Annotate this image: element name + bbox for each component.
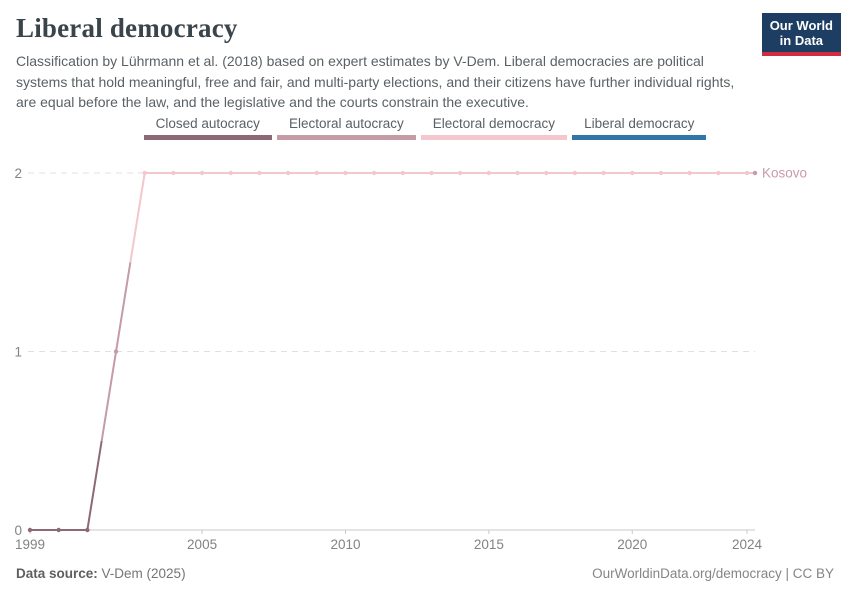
data-point[interactable] — [56, 527, 61, 533]
data-point[interactable] — [343, 170, 348, 176]
y-axis-label: 0 — [14, 523, 22, 538]
legend-item-electoral-autocracy[interactable]: Electoral autocracy — [276, 116, 416, 140]
chart-footer: Data source: V-Dem (2025) OurWorldinData… — [16, 566, 834, 581]
page-title: Liberal democracy — [16, 13, 238, 43]
data-point[interactable] — [400, 170, 406, 176]
data-source: Data source: V-Dem (2025) — [16, 566, 186, 581]
owid-logo[interactable]: Our World in Data — [761, 13, 841, 56]
data-point[interactable] — [171, 170, 176, 176]
data-point[interactable] — [429, 170, 434, 176]
legend-label: Electoral autocracy — [288, 116, 404, 131]
data-point[interactable] — [630, 170, 635, 176]
data-point[interactable] — [744, 170, 750, 176]
data-point[interactable] — [142, 170, 147, 176]
owid-logo-line1: Our World — [769, 18, 833, 33]
data-point[interactable] — [658, 170, 664, 176]
data-point[interactable] — [515, 170, 520, 176]
line-chart[interactable]: 0 1 2 1999 2005 2010 2015 2020 2024 Kosovo — [0, 145, 850, 565]
y-axis-label: 2 — [14, 166, 22, 181]
x-axis-label: 2015 — [474, 537, 504, 552]
legend-color-bar — [276, 135, 416, 140]
data-point[interactable] — [544, 170, 549, 176]
categorical-legend: Closed autocracy Electoral autocracy Ele… — [0, 116, 850, 140]
legend-item-liberal-democracy[interactable]: Liberal democracy — [572, 116, 707, 140]
data-point[interactable] — [486, 170, 492, 176]
data-point[interactable] — [285, 170, 291, 176]
x-axis-label: 2024 — [732, 537, 763, 552]
data-point[interactable] — [716, 170, 721, 176]
data-point[interactable] — [113, 349, 119, 354]
data-source-label: Data source: — [16, 566, 98, 581]
series-segment — [129, 172, 146, 263]
x-axis-label: 2020 — [617, 537, 647, 552]
data-point[interactable] — [228, 170, 233, 176]
data-point[interactable] — [601, 170, 606, 176]
legend-item-electoral-democracy[interactable]: Electoral democracy — [420, 116, 568, 140]
x-axis-label: 1999 — [15, 537, 45, 552]
legend-label: Electoral democracy — [432, 116, 556, 131]
data-point[interactable] — [314, 170, 319, 176]
series-segment — [100, 351, 118, 441]
series-end-dot — [752, 170, 758, 176]
data-point[interactable] — [27, 527, 33, 533]
owid-logo-line2: in Data — [779, 33, 824, 48]
x-axis-label: 2005 — [187, 537, 217, 552]
series-segment — [86, 440, 103, 531]
series-segment — [115, 262, 132, 352]
data-point[interactable] — [572, 170, 578, 176]
legend-label: Liberal democracy — [584, 116, 695, 131]
data-point[interactable] — [257, 170, 262, 176]
legend-item-closed-autocracy[interactable]: Closed autocracy — [143, 116, 272, 140]
legend-color-bar — [572, 135, 707, 140]
y-axis-label: 1 — [14, 345, 22, 360]
x-axis-label: 2010 — [330, 537, 360, 552]
data-point[interactable] — [687, 170, 692, 176]
series-label[interactable]: Kosovo — [762, 166, 807, 181]
legend-color-bar — [420, 135, 568, 140]
data-point[interactable] — [371, 170, 377, 176]
legend-color-bar — [143, 135, 272, 140]
data-point[interactable] — [199, 170, 205, 176]
license-link[interactable]: OurWorldinData.org/democracy | CC BY — [592, 566, 834, 581]
data-source-value: V-Dem (2025) — [97, 566, 186, 581]
legend-label: Closed autocracy — [155, 116, 260, 131]
data-point[interactable] — [458, 170, 463, 176]
chart-subtitle: Classification by Lührmann et al. (2018)… — [16, 53, 735, 110]
data-point[interactable] — [85, 527, 90, 533]
